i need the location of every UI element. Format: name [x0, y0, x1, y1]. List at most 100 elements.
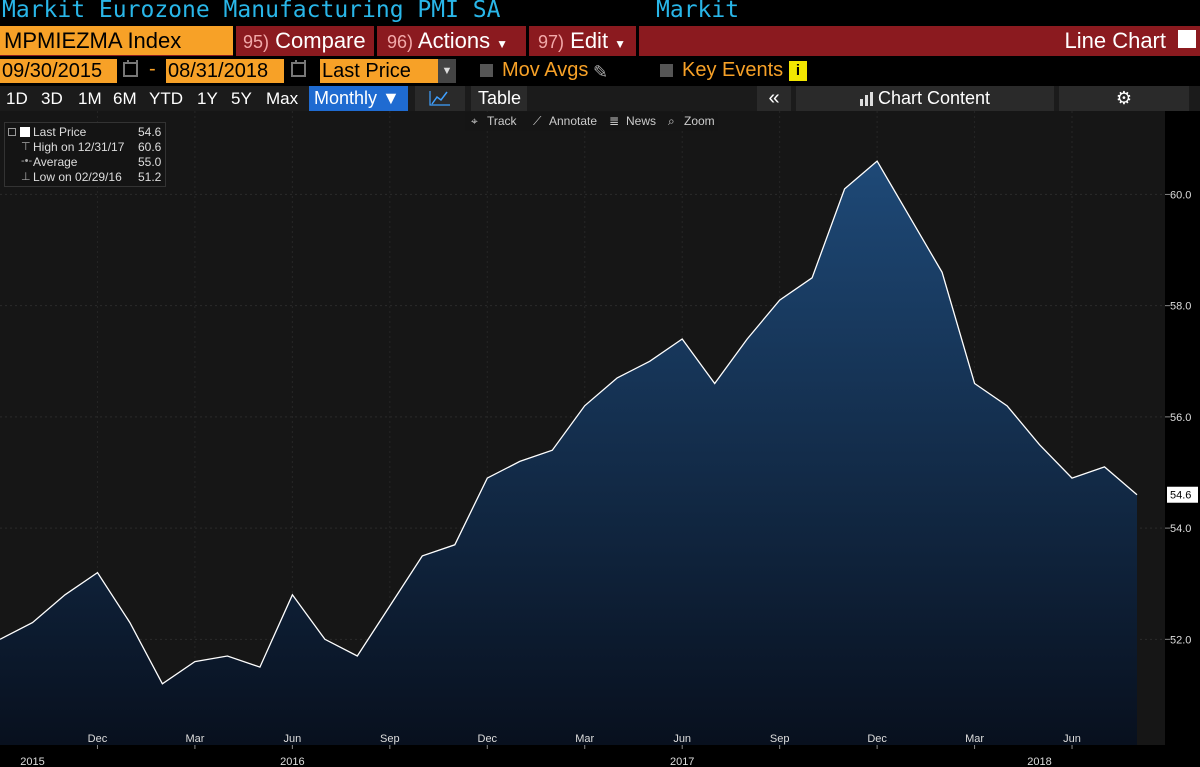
title-row: Markit Eurozone Manufacturing PMI SA Mar… — [0, 0, 1200, 26]
legend-low: ⊥ Low on 02/29/16 51.2 — [5, 170, 165, 185]
edit-button[interactable]: 97) Edit ▼ — [538, 26, 626, 55]
source-name: Markit — [656, 0, 740, 23]
zoom-tool[interactable]: Zoom — [684, 114, 715, 128]
x-tick-label: Jun — [1063, 733, 1081, 745]
y-tick-label: 52.0 — [1170, 634, 1191, 646]
window-button[interactable] — [1178, 30, 1196, 48]
compare-number: 95) — [243, 32, 270, 52]
chart-tools: ⌖ Track ⟋ Annotate ≣ News ⌕ Zoom — [465, 112, 718, 131]
mov-avgs-label: Mov Avgs — [502, 59, 589, 81]
period-3d[interactable]: 3D — [41, 89, 63, 108]
x-tick-label: Dec — [867, 733, 887, 745]
x-tick-label: Sep — [770, 733, 790, 745]
period-1m[interactable]: 1M — [78, 89, 102, 108]
zoom-icon: ⌕ — [668, 114, 675, 128]
last-value-label: 54.6 — [1170, 490, 1191, 502]
y-tick-label: 60.0 — [1170, 189, 1191, 201]
key-events-label: Key Events — [682, 59, 784, 81]
info-icon[interactable]: i — [789, 61, 807, 81]
collapse-icon[interactable] — [8, 128, 16, 136]
chart-content-button[interactable]: Chart Content — [796, 86, 1054, 111]
collapse-button[interactable]: « — [757, 86, 791, 111]
pencil-icon[interactable]: ✎ — [593, 62, 609, 82]
legend-last-label: Last Price — [33, 125, 87, 139]
x-tick-label: Mar — [185, 733, 204, 745]
x-axis-panel — [0, 745, 1200, 767]
x-year-label: 2018 — [1027, 756, 1051, 767]
key-events-checkbox[interactable] — [660, 64, 673, 77]
legend-high: ⊤ High on 12/31/17 60.6 — [5, 140, 165, 155]
x-year-label: 2016 — [280, 756, 304, 767]
average-marker-icon: -•- — [21, 155, 33, 167]
line-chart-glyph — [429, 91, 450, 106]
mov-avgs-checkbox[interactable] — [480, 64, 493, 77]
bar-chart-icon — [860, 92, 873, 106]
range-dash: - — [149, 58, 156, 80]
annotate-tool[interactable]: Annotate — [549, 114, 598, 128]
security-title: Markit Eurozone Manufacturing PMI SA — [2, 0, 501, 23]
x-tick-label: Jun — [673, 733, 691, 745]
chart-area[interactable]: 52.0 54.0 56.0 58.0 60.0 54.6 Dec Mar Jun Sep Dec M… — [0, 111, 1200, 767]
high-marker-icon: ⊤ — [21, 141, 31, 153]
actions-button[interactable]: 96) Actions ▼ — [387, 26, 508, 55]
legend-last: Last Price 54.6 — [5, 125, 165, 140]
period-bar: 1D 3D 1M 6M YTD 1Y 5Y Max Monthly ▼ Tabl… — [0, 86, 1200, 111]
series-area — [0, 161, 1137, 746]
period-6m[interactable]: 6M — [113, 89, 137, 108]
compare-button[interactable]: 95) Compare — [243, 26, 366, 55]
actions-number: 96) — [387, 32, 414, 52]
calendar-icon[interactable] — [123, 60, 138, 77]
legend-avg-label: Average — [33, 155, 78, 169]
legend-low-label: Low on 02/29/16 — [33, 170, 122, 184]
legend-avg: -•- Average 55.0 — [5, 155, 165, 170]
start-date-input[interactable]: 09/30/2015 — [0, 59, 117, 83]
legend-last-value: 54.6 — [138, 125, 162, 139]
edit-number: 97) — [538, 32, 565, 52]
chevron-down-icon[interactable]: ▼ — [438, 59, 456, 83]
chevron-down-icon: ▼ — [614, 37, 626, 51]
low-marker-icon: ⊥ — [21, 171, 31, 183]
field-select[interactable]: Last Price — [320, 59, 438, 83]
annotate-icon: ⟋ — [533, 114, 542, 128]
line-chart-icon[interactable] — [415, 86, 465, 111]
x-tick-label: Mar — [575, 733, 594, 745]
legend-avg-value: 55.0 — [138, 155, 162, 169]
track-tool[interactable]: Track — [487, 114, 517, 128]
compare-label: Compare — [275, 28, 366, 53]
period-1d[interactable]: 1D — [6, 89, 28, 108]
settings-icon[interactable]: ⚙ — [1059, 86, 1189, 111]
x-year-label: 2017 — [670, 756, 694, 767]
legend-high-value: 60.6 — [138, 140, 162, 154]
period-max[interactable]: Max — [266, 89, 299, 108]
news-tool[interactable]: News — [626, 114, 657, 128]
actions-label: Actions — [417, 28, 491, 53]
chevron-down-icon: ▼ — [496, 37, 508, 51]
series-swatch — [20, 127, 30, 137]
period-ytd[interactable]: YTD — [149, 89, 183, 108]
x-tick-label: Dec — [88, 733, 108, 745]
news-icon: ≣ — [609, 114, 620, 128]
frequency-select[interactable]: Monthly ▼ — [309, 86, 408, 111]
period-5y[interactable]: 5Y — [231, 89, 252, 108]
chart-svg[interactable]: 52.0 54.0 56.0 58.0 60.0 54.6 Dec Mar Jun Sep Dec M… — [0, 111, 1200, 767]
y-tick-label: 58.0 — [1170, 301, 1191, 313]
x-tick-label: Sep — [380, 733, 400, 745]
chart-content-label: Chart Content — [878, 88, 991, 108]
x-year-label: 2015 — [20, 756, 44, 767]
end-date-input[interactable]: 08/31/2018 — [166, 59, 284, 83]
y-tick-label: 54.0 — [1170, 523, 1191, 535]
separator — [526, 26, 529, 56]
table-button[interactable]: Table — [471, 86, 527, 111]
chart-type-label: Line Chart — [1064, 28, 1166, 53]
separator — [374, 26, 377, 56]
x-tick-label: Mar — [965, 733, 984, 745]
period-1y[interactable]: 1Y — [197, 89, 218, 108]
legend-high-label: High on 12/31/17 — [33, 140, 125, 154]
y-axis-panel — [1165, 111, 1200, 767]
calendar-icon[interactable] — [291, 60, 306, 77]
command-bar: MPMIEZMA Index 95) Compare 96) Actions ▼ … — [0, 26, 1200, 56]
ticker-field[interactable]: MPMIEZMA Index — [0, 26, 233, 55]
separator — [636, 26, 639, 56]
separator — [233, 26, 236, 56]
series-line — [0, 160, 1138, 685]
